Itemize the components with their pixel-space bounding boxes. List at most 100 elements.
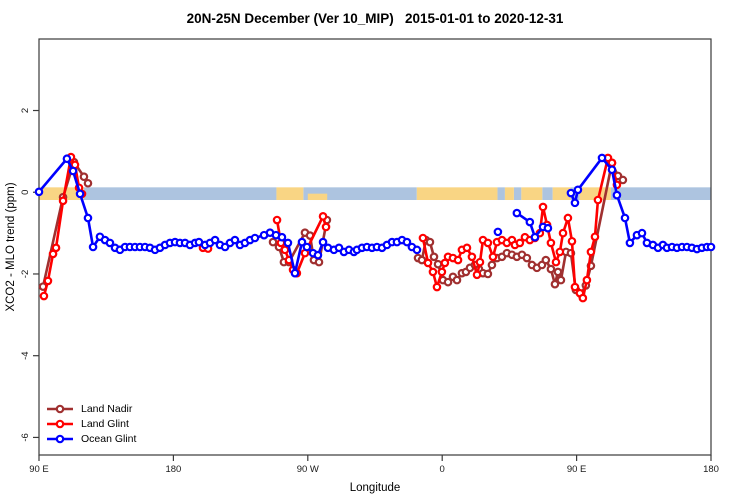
series-ocean-glint-point — [290, 268, 300, 278]
series-land-nadir-point — [541, 255, 551, 265]
legend-item-land-nadir: Land Nadir — [45, 401, 136, 416]
series-land-glint-point — [462, 243, 472, 253]
legend-item-ocean-glint: Ocean Glint — [45, 431, 136, 446]
series-ocean-glint-point — [75, 189, 85, 199]
zero-band-segment-land — [307, 193, 328, 201]
chart-title: 20N-25N December (Ver 10_MIP) 2015-01-01… — [186, 11, 564, 26]
series-ocean-glint-point — [62, 154, 72, 164]
zero-band-segment-ocean — [610, 187, 711, 201]
series-land-glint-point — [483, 238, 493, 248]
series-land-glint-point — [558, 228, 568, 238]
series-ocean-glint-point — [525, 217, 535, 227]
series-land-nadir-point — [268, 237, 278, 247]
zero-band-segment-ocean — [542, 187, 553, 201]
series-ocean-glint-point — [706, 242, 716, 252]
series-ocean-glint-point — [620, 213, 630, 223]
series-ocean-glint-point — [597, 153, 607, 163]
legend-swatch-ocean-glint-icon — [47, 434, 73, 443]
series-ocean-glint-point — [88, 242, 98, 252]
series-land-glint-point — [418, 233, 428, 243]
x-tick-label: 90 E — [567, 464, 587, 475]
series-ocean-glint-point — [625, 238, 635, 248]
zero-band-segment-ocean — [83, 187, 277, 201]
legend-swatch-land-glint-icon — [47, 419, 73, 428]
x-tick-label: 90 E — [29, 464, 49, 475]
series-land-glint-point — [43, 276, 53, 286]
zero-band-segment-land — [579, 187, 611, 201]
series-land-glint-point — [321, 222, 331, 232]
zero-band-segment-ocean — [303, 187, 417, 201]
zero-band-segment-land — [552, 187, 571, 201]
series-ocean-glint-point — [637, 228, 647, 238]
y-axis-title: XCO2 - MLO trend (ppm) — [5, 182, 17, 312]
series-land-glint-point — [272, 215, 282, 225]
series-land-nadir-point — [443, 277, 453, 287]
series-ocean-glint-point — [573, 185, 583, 195]
series-ocean-glint-point — [512, 208, 522, 218]
series-land-glint-point — [551, 257, 561, 267]
legend-label-land-glint: Land Glint — [81, 417, 129, 430]
series-land-glint-point — [546, 238, 556, 248]
series-land-glint-point — [432, 282, 442, 292]
series-ocean-glint-point — [570, 198, 580, 208]
series-ocean-glint-point — [566, 188, 576, 198]
series-ocean-glint-line — [37, 157, 419, 275]
series-land-nadir-point — [79, 172, 89, 182]
series-ocean-glint-point — [250, 233, 260, 243]
series-land-glint-point — [586, 247, 596, 257]
series-land-nadir-point — [429, 252, 439, 262]
series-land-glint-point — [563, 213, 573, 223]
series-ocean-glint-point — [68, 166, 78, 176]
series-ocean-glint-point — [34, 187, 44, 197]
series-ocean-glint-point — [230, 235, 240, 245]
legend: Land Nadir Land Glint Ocean Glint — [45, 401, 136, 446]
series-land-glint-point — [607, 158, 617, 168]
y-tick-label: -4 — [20, 351, 31, 359]
series-land-glint-point — [423, 258, 433, 268]
series-land-glint-point — [51, 243, 61, 253]
zero-band-segment-land — [276, 187, 304, 201]
series-land-glint-point — [488, 252, 498, 262]
series-land-glint-point — [467, 252, 477, 262]
x-axis-title: Longitude — [349, 482, 401, 494]
series-ocean-glint-point — [105, 238, 115, 248]
y-tick-label: 2 — [20, 108, 31, 113]
series-land-nadir-point — [433, 259, 443, 269]
zero-band-segment-land — [521, 187, 543, 201]
series-land-glint-point — [280, 245, 290, 255]
x-tick-label: 180 — [165, 464, 181, 475]
series-ocean-glint-point — [302, 242, 312, 252]
zero-band-segment-land — [504, 187, 514, 201]
series-land-glint-point — [58, 196, 68, 206]
legend-label-ocean-glint: Ocean Glint — [81, 432, 137, 445]
series-land-glint-point — [475, 257, 485, 267]
series-ocean-glint-point — [277, 232, 287, 242]
series-land-glint-point — [515, 238, 525, 248]
series-land-nadir-point — [546, 264, 556, 274]
series-land-nadir-point — [487, 260, 497, 270]
series-land-glint-point — [582, 275, 592, 285]
y-tick-label: -2 — [20, 270, 31, 278]
series-ocean-glint-point — [607, 165, 617, 175]
series-land-glint-point — [39, 291, 49, 301]
series-land-nadir-point — [618, 175, 628, 185]
series-ocean-glint-point — [530, 232, 540, 242]
series-land-nadir-line — [416, 161, 625, 296]
x-tick-label: 90 W — [297, 464, 319, 475]
series-land-glint-point — [578, 293, 588, 303]
series-land-glint-point — [567, 236, 577, 246]
series-land-nadir-point — [483, 269, 493, 279]
series-land-nadir-point — [553, 267, 563, 277]
series-ocean-glint-point — [283, 238, 293, 248]
x-tick-label: 0 — [440, 464, 445, 475]
series-land-glint-point — [453, 255, 463, 265]
series-ocean-glint-point — [402, 237, 412, 247]
series-land-glint-point — [318, 212, 328, 221]
series-ocean-glint-point — [612, 190, 622, 200]
legend-swatch-land-nadir-icon — [47, 404, 73, 413]
series-land-glint-point — [437, 267, 447, 277]
series-land-glint-point — [593, 195, 603, 205]
series-land-nadir-point — [83, 178, 93, 188]
